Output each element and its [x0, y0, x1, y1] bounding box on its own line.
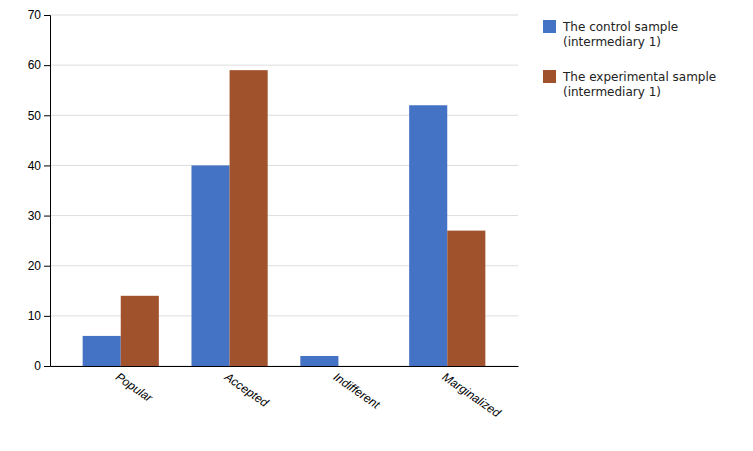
y-tick-label: 0 [34, 359, 41, 373]
x-tick-label: Indifferent [331, 370, 383, 412]
grid-line [50, 115, 518, 116]
y-tick: 60 [28, 58, 50, 72]
grid-line [50, 165, 518, 166]
y-tick-mark [44, 65, 50, 66]
y-tick: 50 [28, 109, 50, 123]
x-tick-label: Marginalized [440, 370, 504, 421]
bar [230, 70, 268, 366]
bar [300, 356, 338, 366]
y-tick-label: 30 [28, 209, 42, 223]
y-axis: 0 10 20 30 40 50 60 70 [28, 8, 51, 373]
grid-line [50, 215, 518, 216]
y-tick-mark [44, 266, 50, 267]
y-tick-mark [44, 316, 50, 317]
plot: 0 10 20 30 40 50 60 70 Popular Accepted Indifferen… [28, 8, 519, 420]
y-tick-label: 50 [28, 109, 42, 123]
y-tick-mark [44, 216, 50, 217]
legend-label-line: The control sample [562, 20, 678, 34]
y-axis-line [44, 16, 51, 367]
grid [50, 15, 518, 366]
x-axis: Popular Accepted Indifferent Marginalized [51, 367, 519, 421]
y-tick-mark [44, 366, 50, 367]
y-tick-label: 60 [28, 58, 42, 72]
x-tick: Indifferent [331, 370, 383, 412]
y-tick: 10 [28, 309, 50, 323]
x-tick: Marginalized [440, 370, 504, 421]
legend: The control sample(intermediary 1)The ex… [543, 20, 716, 99]
legend-label-line: (intermediary 1) [563, 85, 661, 99]
series [121, 70, 486, 366]
bar [447, 231, 485, 366]
y-tick-mark [44, 165, 50, 166]
x-tick-label: Popular [113, 370, 156, 406]
chart: 0 10 20 30 40 50 60 70 Popular Accepted Indifferen… [0, 0, 753, 451]
y-tick: 0 [34, 359, 50, 373]
y-tick-label: 20 [28, 259, 42, 273]
grid-line [50, 65, 518, 66]
x-tick: Accepted [221, 369, 271, 410]
y-tick: 40 [28, 159, 50, 173]
legend-item: The control sample(intermediary 1) [543, 20, 678, 49]
x-axis-line [51, 366, 519, 367]
y-tick: 20 [28, 259, 50, 273]
y-tick: 30 [28, 209, 50, 223]
y-tick-mark [44, 115, 50, 116]
y-tick-mark [44, 15, 50, 16]
legend-swatch [543, 20, 556, 33]
legend-label-line: The experimental sample [562, 70, 716, 84]
legend-item: The experimental sample(intermediary 1) [543, 70, 716, 99]
x-tick-label: Accepted [221, 369, 271, 410]
bar [338, 366, 376, 367]
legend-label: The control sample(intermediary 1) [562, 20, 678, 49]
legend-label: The experimental sample(intermediary 1) [562, 70, 716, 99]
bar [83, 336, 121, 366]
bar [121, 296, 159, 366]
y-tick-label: 70 [28, 8, 42, 22]
bar [409, 105, 447, 366]
grid-line [50, 15, 518, 16]
bars [83, 70, 486, 366]
x-tick: Popular [113, 370, 156, 406]
y-tick-label: 40 [28, 159, 42, 173]
legend-swatch [543, 70, 556, 83]
y-tick: 70 [28, 8, 50, 22]
legend-label-line: (intermediary 1) [563, 35, 661, 49]
y-tick-label: 10 [28, 309, 42, 323]
bar [191, 165, 229, 366]
